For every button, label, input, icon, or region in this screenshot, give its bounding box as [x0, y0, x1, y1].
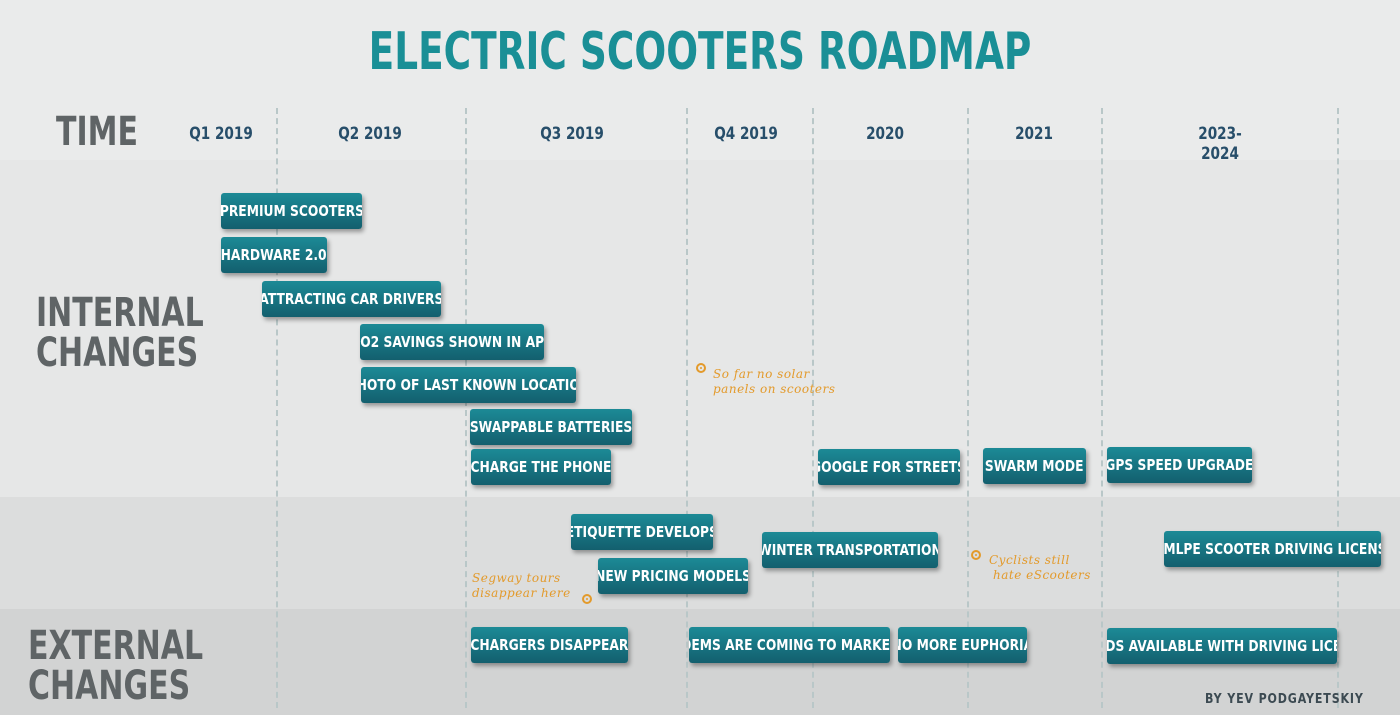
- roadmap-item-etiquette-develops: ETIQUETTE DEVELOPS: [571, 514, 713, 550]
- note-marker-icon: [696, 363, 706, 373]
- column-divider: [967, 108, 969, 708]
- column-divider: [276, 108, 278, 708]
- external-label-line1: EXTERNAL: [28, 623, 204, 669]
- roadmap-item-new-pricing-models: NEW PRICING MODELS: [598, 558, 748, 594]
- external-row-label: EXTERNAL CHANGES: [28, 626, 203, 706]
- note-solar-panels: So far no solar panels on scooters: [713, 367, 836, 397]
- internal-label-line1: INTERNAL: [36, 290, 204, 336]
- roadmap-item-co2-savings: CO2 SAVINGS SHOWN IN APP: [360, 324, 544, 360]
- note-line: disappear here: [472, 586, 571, 601]
- internal-row-label: INTERNAL CHANGES: [36, 293, 204, 373]
- header-band: [0, 0, 1400, 160]
- roadmap-item-scooter-driving-license: SIMLPE SCOOTER DRIVING LICENSE: [1164, 531, 1381, 567]
- column-divider: [812, 108, 814, 708]
- roadmap-item-winter-transportation: WINTER TRANSPORTATION: [762, 532, 938, 568]
- roadmap-item-photo-last-location: PHOTO OF LAST KNOWN LOCATION: [361, 367, 576, 403]
- roadmap-title: ELECTRIC SCOOTERS ROADMAP: [368, 22, 1032, 82]
- roadmap-item-roads-driving-license: ROADS AVAILABLE WITH DRIVING LICENSE: [1107, 628, 1337, 664]
- roadmap-item-swappable-batteries: SWAPPABLE BATTERIES: [470, 409, 632, 445]
- roadmap-item-chargers-disappear: CHARGERS DISAPPEAR: [471, 627, 628, 663]
- internal-label-line2: CHANGES: [36, 330, 199, 376]
- roadmap-item-premium-scooters: PREMIUM SCOOTERS: [221, 193, 362, 229]
- roadmap-item-gps-speed-upgrade: GPS SPEED UPGRADE: [1107, 447, 1252, 483]
- note-line: Segway tours: [472, 571, 561, 585]
- note-segway-tours: Segway tours disappear here: [472, 571, 571, 601]
- note-cyclists: Cyclists still hate eScooters: [989, 553, 1091, 583]
- note-line: hate eScooters: [993, 568, 1091, 583]
- roadmap-item-no-more-euphoria: NO MORE EUPHORIA: [898, 627, 1027, 663]
- author-credit: BY YEV PODGAYETSKIY: [1205, 692, 1364, 707]
- column-divider: [1337, 108, 1339, 708]
- roadmap-item-google-streets: GOOGLE FOR STREETS: [818, 449, 960, 485]
- period-q3-2019: Q3 2019: [540, 124, 604, 144]
- external-label-line2: CHANGES: [28, 663, 191, 709]
- roadmap-item-attracting-car-drivers: ATTRACTING CAR DRIVERS: [262, 281, 441, 317]
- roadmap-item-charge-phone: CHARGE THE PHONE: [471, 449, 611, 485]
- period-2021: 2021: [1015, 124, 1053, 144]
- column-divider: [1101, 108, 1103, 708]
- period-q1-2019: Q1 2019: [189, 124, 253, 144]
- period-q2-2019: Q2 2019: [338, 124, 402, 144]
- note-line: So far no solar: [713, 367, 810, 381]
- note-line: panels on scooters: [713, 382, 836, 397]
- time-row-label: TIME: [56, 109, 138, 155]
- period-q4-2019: Q4 2019: [714, 124, 778, 144]
- period-2023-2024: 2023-2024: [1198, 124, 1242, 164]
- note-marker-icon: [582, 594, 592, 604]
- note-line: Cyclists still: [989, 553, 1070, 567]
- roadmap-item-hardware-2: HARDWARE 2.0: [221, 237, 327, 273]
- column-divider: [465, 108, 467, 708]
- roadmap-item-oems-market: OEMS ARE COMING TO MARKET: [689, 627, 890, 663]
- period-2020: 2020: [866, 124, 904, 144]
- note-marker-icon: [971, 550, 981, 560]
- column-divider: [686, 108, 688, 708]
- roadmap-item-swarm-mode: SWARM MODE: [983, 448, 1086, 484]
